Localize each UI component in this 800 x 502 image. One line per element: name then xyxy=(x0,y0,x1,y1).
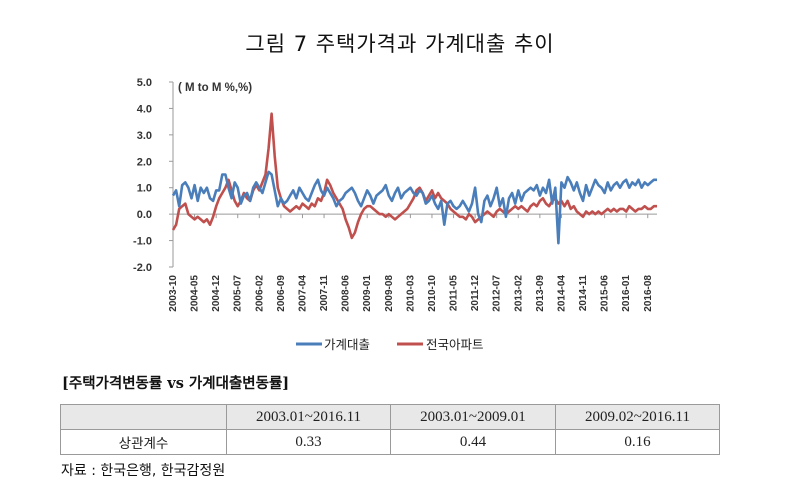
table-heading: [주택가격변동률 vs 가계대출변동률] xyxy=(62,375,290,392)
x-tick-label: 2007-11 xyxy=(319,275,330,312)
chart-title: 그림 7 주택가격과 가계대출 추이 xyxy=(245,32,555,56)
y-tick-label: 4.0 xyxy=(137,103,152,115)
source-note: 자료 : 한국은행, 한국감정원 xyxy=(61,463,226,479)
value-late: 0.16 xyxy=(554,429,721,455)
y-tick-label: -1.0 xyxy=(133,236,152,248)
x-tick-label: 2016-08 xyxy=(643,275,654,312)
unit-label: ( M to M %,%) xyxy=(178,82,252,94)
header-blank xyxy=(60,404,227,430)
row-label-correlation: 상관계수 xyxy=(60,429,227,455)
series-lines xyxy=(171,112,657,245)
legend: 가계대출 전국아파트 xyxy=(296,337,484,352)
value-full: 0.33 xyxy=(225,429,392,455)
x-tick-label: 2013-09 xyxy=(535,275,546,312)
x-tick-label: 2006-02 xyxy=(254,275,265,312)
x-tick-label: 2011-12 xyxy=(470,275,481,312)
header-period-early: 2003.01~2009.01 xyxy=(390,404,556,430)
x-tick-label: 2013-02 xyxy=(513,275,524,312)
x-tick-label: 2014-11 xyxy=(578,275,589,312)
x-tick-label: 2009-08 xyxy=(384,275,395,312)
x-axis: 2003-10 2004-05 2004-12 2005-07 2006-02 2006-… xyxy=(168,213,657,312)
x-tick-label: 2015-06 xyxy=(600,275,611,312)
correlation-table: 2003.01~2016.11 2003.01~2009.01 2009.02~… xyxy=(60,404,721,455)
x-tick-label: 2016-01 xyxy=(621,275,632,312)
y-axis: 5.0 4.0 3.0 2.0 1.0 0.0 -1.0 -2.0 xyxy=(133,77,174,274)
y-tick-label: 1.0 xyxy=(137,183,152,195)
series-household-loans xyxy=(171,170,657,245)
table-header-row: 2003.01~2016.11 2003.01~2009.01 2009.02~… xyxy=(60,404,721,430)
header-period-full: 2003.01~2016.11 xyxy=(225,404,392,430)
value-early: 0.44 xyxy=(390,429,556,455)
y-tick-label: 3.0 xyxy=(137,130,152,142)
x-tick-label: 2014-04 xyxy=(556,275,567,312)
header-period-late: 2009.02~2016.11 xyxy=(554,404,721,430)
x-tick-label: 2005-07 xyxy=(233,275,244,312)
x-tick-label: 2003-10 xyxy=(168,275,179,312)
series-national-apartments xyxy=(171,112,657,240)
x-tick-label: 2006-09 xyxy=(276,275,287,312)
y-tick-label: 2.0 xyxy=(137,156,152,168)
x-tick-label: 2008-06 xyxy=(341,275,352,312)
x-tick-label: 2010-10 xyxy=(427,275,438,312)
line-chart: 5.0 4.0 3.0 2.0 1.0 0.0 -1.0 -2.0 2003-10 2004-0… xyxy=(133,77,657,352)
table-row: 상관계수 0.33 0.44 0.16 xyxy=(60,429,721,455)
legend-label-national-apartments: 전국아파트 xyxy=(426,337,484,352)
x-tick-label: 2004-12 xyxy=(211,275,222,312)
y-tick-label: 5.0 xyxy=(137,77,152,89)
x-tick-label: 2009-01 xyxy=(362,275,373,312)
x-tick-label: 2004-05 xyxy=(190,275,201,312)
y-tick-label: 0.0 xyxy=(137,209,152,221)
x-tick-label: 2011-05 xyxy=(449,275,460,312)
x-tick-label: 2010-03 xyxy=(405,275,416,312)
x-tick-label: 2012-07 xyxy=(492,275,503,312)
x-tick-label: 2007-04 xyxy=(297,275,308,312)
legend-label-household-loans: 가계대출 xyxy=(324,337,370,352)
y-tick-label: -2.0 xyxy=(133,262,152,274)
